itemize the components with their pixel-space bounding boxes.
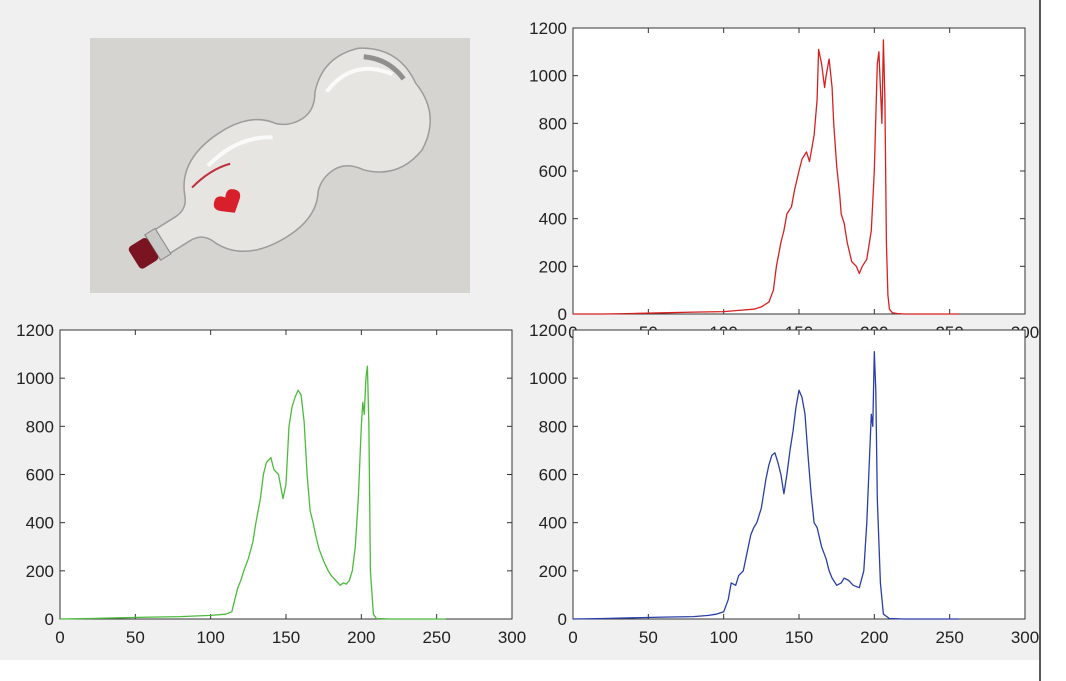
blue-histogram-line xyxy=(572,351,959,620)
bottle-bottom-shadow xyxy=(363,54,406,81)
x-tick-label: 0 xyxy=(568,628,577,647)
x-tick-label: 150 xyxy=(785,628,813,647)
y-tick-label: 200 xyxy=(539,562,567,581)
x-tick-label: 100 xyxy=(196,628,224,647)
y-tick-label: 1000 xyxy=(16,369,54,388)
y-tick-label: 400 xyxy=(26,514,54,533)
y-tick-label: 800 xyxy=(539,417,567,436)
y-tick-label: 200 xyxy=(26,562,54,581)
bottle-photo xyxy=(90,38,470,293)
y-tick-label: 1000 xyxy=(529,67,567,86)
y-tick-label: 600 xyxy=(539,162,567,181)
green-histogram-chart: 0 200 400 600 800 1000 1200 0 50 100 150 200 250 300 xyxy=(16,321,526,647)
x-tick-label: 300 xyxy=(1011,628,1039,647)
y-tick-label: 1200 xyxy=(529,321,567,340)
bottle-label-heart xyxy=(213,189,241,213)
plot-area xyxy=(572,329,1026,620)
x-tick-label: 50 xyxy=(639,628,658,647)
y-tick-label: 400 xyxy=(539,514,567,533)
y-tick-label: 800 xyxy=(539,114,567,133)
y-tick-label: 1200 xyxy=(529,19,567,38)
y-tick-label: 1200 xyxy=(16,321,54,340)
y-tick-label: 200 xyxy=(539,257,567,276)
blue-histogram-chart: 0 200 400 600 800 1000 1200 0 50 100 150 200 250 300 xyxy=(529,321,1039,647)
bottle-highlight-2 xyxy=(325,66,394,93)
x-tick-label: 100 xyxy=(709,628,737,647)
bottle xyxy=(128,47,431,269)
y-tick-label: 1000 xyxy=(529,369,567,388)
y-tick-label: 400 xyxy=(539,210,567,229)
x-tick-label: 200 xyxy=(860,628,888,647)
y-tick-label: 0 xyxy=(558,305,567,324)
y-tick-label: 0 xyxy=(45,610,54,629)
x-tick-label: 300 xyxy=(498,628,526,647)
x-tick-label: 50 xyxy=(126,628,145,647)
x-tick-label: 250 xyxy=(935,628,963,647)
y-tick-label: 800 xyxy=(26,417,54,436)
y-tick-label: 0 xyxy=(558,610,567,629)
bottle-label-text-mark xyxy=(191,162,231,189)
y-tick-label: 600 xyxy=(26,466,54,485)
green-histogram-line xyxy=(59,365,446,620)
bottle-highlight xyxy=(206,135,273,168)
x-tick-label: 150 xyxy=(272,628,300,647)
x-tick-label: 250 xyxy=(422,628,450,647)
x-tick-label: 0 xyxy=(55,628,64,647)
red-histogram-line xyxy=(573,39,959,315)
y-tick-label: 600 xyxy=(539,466,567,485)
x-tick-label: 200 xyxy=(347,628,375,647)
bottle-cap xyxy=(128,237,159,269)
